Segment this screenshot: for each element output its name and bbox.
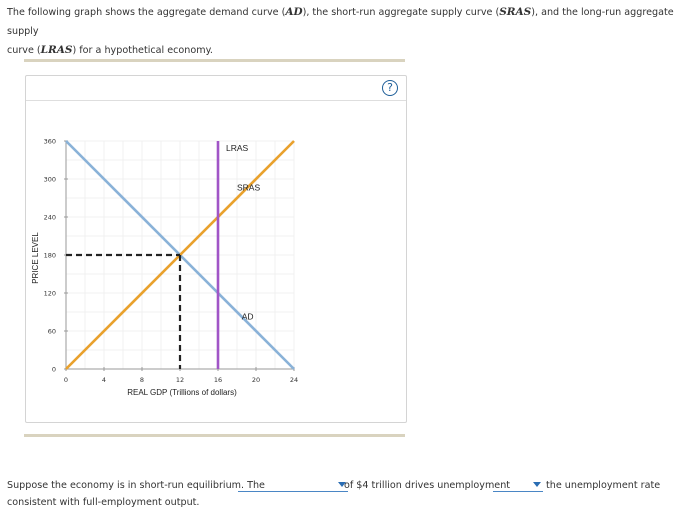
chevron-down-icon <box>533 482 541 487</box>
intro-line-2: curve (LRAS) for a hypothetical economy. <box>7 41 687 60</box>
x-tick-label: 0 <box>64 376 68 384</box>
intro-text-part: ) for a hypothetical economy. <box>72 45 213 56</box>
sras-label: SRAS <box>237 183 260 193</box>
y-tick-label: 300 <box>44 176 56 184</box>
question-row-2: consistent with full-employment output. <box>7 494 697 511</box>
sras-symbol: SRAS <box>499 6 532 18</box>
card-header-divider <box>26 100 406 101</box>
y-tick-label: 180 <box>44 252 56 260</box>
help-icon: ? <box>387 81 393 94</box>
x-tick-label: 20 <box>252 376 260 384</box>
x-tick-label: 24 <box>290 376 298 384</box>
question-row-1: Suppose the economy is in short-run equi… <box>7 477 697 494</box>
divider-bottom <box>24 434 405 437</box>
x-tick-label: 16 <box>214 376 222 384</box>
question-text-1: Suppose the economy is in short-run equi… <box>7 480 265 491</box>
question-text-4: consistent with full-employment output. <box>7 497 200 508</box>
intro-text-part: ), the short-run aggregate supply curve … <box>302 7 500 18</box>
lras-symbol: LRAS <box>40 44 73 56</box>
divider-top <box>24 59 405 62</box>
question-text-3: the unemployment rate <box>546 480 661 491</box>
ad-label: AD <box>242 311 254 321</box>
chart-labels: LRAS SRAS AD REAL GDP (Trillions of dollars… <box>31 143 260 397</box>
y-tick-label: 120 <box>44 290 56 298</box>
y-tick-label: 240 <box>44 214 56 222</box>
y-tick-label: 360 <box>44 138 56 146</box>
equilibrium-guides <box>66 253 182 369</box>
question-text-2: of $4 trillion drives unemployment <box>344 480 511 491</box>
dropdown-gap-type[interactable] <box>238 477 348 492</box>
x-tick-label: 8 <box>140 376 144 384</box>
x-tick-label: 4 <box>102 376 106 384</box>
lras-label: LRAS <box>226 143 249 153</box>
intro-text: The following graph shows the aggregate … <box>7 3 687 60</box>
y-axis-title: PRICE LEVEL <box>31 232 40 284</box>
help-button[interactable]: ? <box>382 80 398 96</box>
x-axis-title: REAL GDP (Trillions of dollars) <box>127 388 237 397</box>
x-tick-label: 12 <box>176 376 184 384</box>
intro-line-1: The following graph shows the aggregate … <box>7 3 687 41</box>
ad-symbol: AD <box>285 6 303 18</box>
y-tick-label: 60 <box>48 328 56 336</box>
graph-card: ? <box>25 75 407 423</box>
intro-text-part: ), and the long-run aggregate supply <box>7 7 674 37</box>
y-tick-label: 0 <box>52 366 56 374</box>
dropdown-direction[interactable] <box>493 477 543 492</box>
chevron-down-icon <box>338 482 346 487</box>
intro-text-part: curve ( <box>7 45 41 56</box>
question-block: Suppose the economy is in short-run equi… <box>7 477 697 511</box>
intro-text-part: The following graph shows the aggregate … <box>7 7 286 18</box>
